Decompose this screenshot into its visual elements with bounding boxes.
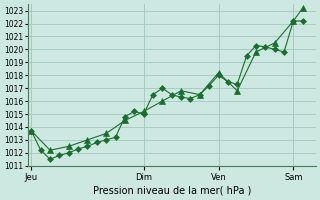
X-axis label: Pression niveau de la mer( hPa ): Pression niveau de la mer( hPa ) xyxy=(92,186,251,196)
